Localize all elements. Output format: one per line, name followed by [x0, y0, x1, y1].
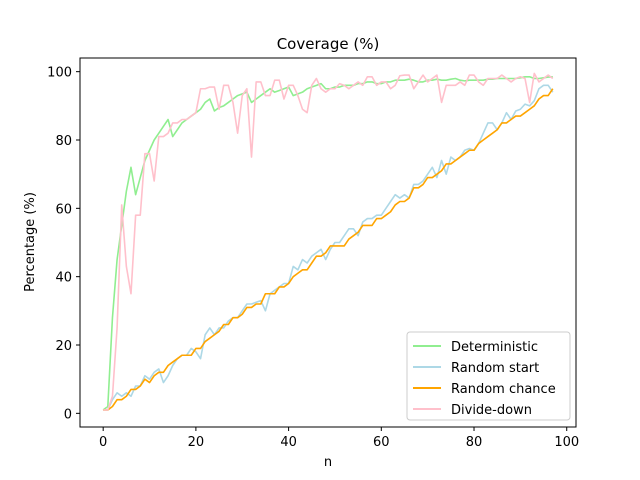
- y-tick-label: 0: [64, 407, 72, 422]
- y-axis: 0 20 40 60 80 100: [47, 66, 80, 422]
- series-line-random-chance: [103, 88, 554, 411]
- series-line-divide-down: [103, 72, 554, 411]
- y-tick-label: 80: [55, 134, 72, 149]
- legend: Deterministic Random start Random chance Di…: [406, 331, 571, 421]
- y-tick-label: 60: [55, 202, 72, 217]
- x-tick-label: 100: [554, 435, 579, 450]
- y-tick-label: 40: [55, 271, 72, 286]
- legend-box: [406, 331, 571, 421]
- x-axis-title: n: [324, 455, 332, 470]
- x-tick-label: 20: [188, 435, 205, 450]
- plot-border: [79, 57, 577, 428]
- series-layer: [102, 72, 554, 411]
- y-axis-title: Percentage (%): [23, 192, 38, 292]
- chart-title: Coverage (%): [277, 35, 380, 53]
- legend-label-deterministic: Deterministic: [451, 340, 538, 355]
- legend-label-random-start: Random start: [451, 361, 539, 376]
- x-tick-label: 40: [280, 435, 297, 450]
- x-tick-label: 80: [466, 435, 483, 450]
- x-tick-label: 60: [373, 435, 390, 450]
- y-tick-label: 20: [55, 339, 72, 354]
- x-tick-label: 0: [99, 435, 107, 450]
- y-tick-label: 100: [47, 66, 72, 81]
- legend-label-divide-down: Divide-down: [451, 403, 532, 418]
- x-axis: 0 20 40 60 80 100: [99, 427, 579, 450]
- legend-label-random-chance: Random chance: [451, 382, 556, 397]
